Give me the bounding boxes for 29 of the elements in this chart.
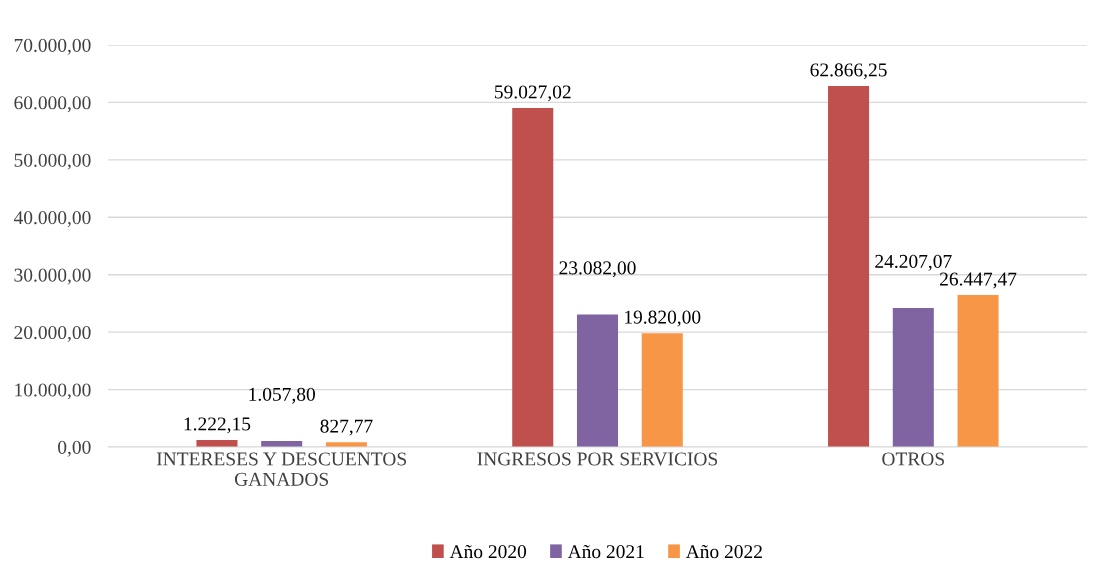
- data-label: 1.057,80: [249, 387, 315, 404]
- data-label: 24.207,07: [875, 254, 952, 271]
- data-label: 827,77: [320, 419, 373, 436]
- y-tick-label: 10.000,00: [15, 383, 91, 400]
- data-label: 23.082,00: [559, 261, 636, 278]
- data-label: 62.866,25: [810, 63, 887, 80]
- x-tick-label: INTERESES Y DESCUENTOS GANADOS: [156, 452, 406, 486]
- data-label: 19.820,00: [625, 310, 701, 327]
- bar: [828, 85, 870, 447]
- bar: [892, 307, 934, 447]
- x-tick-label: INGRESOS POR SERVICIOS: [477, 452, 718, 466]
- bar: [512, 108, 554, 447]
- legend-label: Año 2021: [567, 544, 644, 559]
- y-tick-label: 20.000,00: [14, 325, 91, 342]
- y-tick-label: 40.000,00: [13, 211, 91, 228]
- data-label: 59.027,02: [495, 85, 571, 102]
- y-tick-label: 70.000,00: [14, 38, 91, 55]
- data-label: 1.222,15: [184, 417, 251, 434]
- legend-label: Año 2022: [685, 544, 762, 559]
- x-tick-label: OTROS: [882, 452, 944, 466]
- y-tick-label: 0,00: [58, 440, 91, 457]
- y-tick-label: 50.000,00: [14, 153, 91, 170]
- y-tick-label: 30.000,00: [14, 268, 91, 285]
- bar: [641, 333, 683, 447]
- bar: [576, 314, 619, 447]
- legend-label: Año 2020: [449, 544, 527, 559]
- y-tick-label: 60.000,00: [14, 96, 91, 113]
- data-label: 26.447,47: [940, 272, 1017, 289]
- bar: [957, 295, 999, 447]
